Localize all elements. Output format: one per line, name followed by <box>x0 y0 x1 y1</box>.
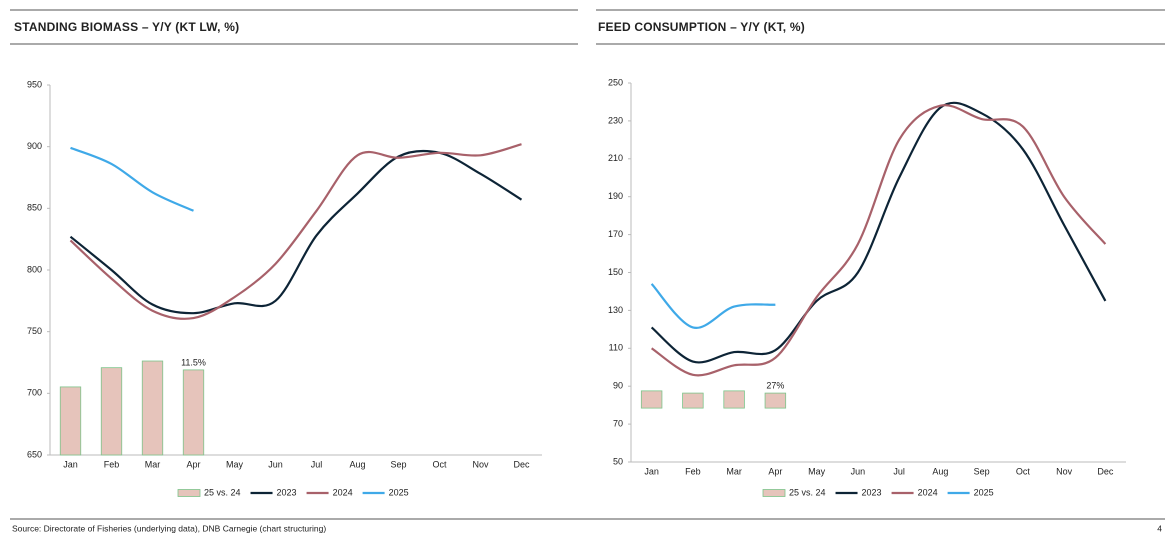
y-tick-label: 750 <box>27 326 42 336</box>
x-tick-label: Feb <box>104 459 120 469</box>
line <box>69 143 522 320</box>
source-note: Source: Directorate of Fisheries (underl… <box>12 523 326 533</box>
x-tick-label: Jul <box>311 459 323 469</box>
bar <box>723 390 745 409</box>
x-tick-label: Jun <box>851 466 866 476</box>
y-tick-label: 130 <box>608 305 623 315</box>
x-tick-label: Oct <box>1016 466 1031 476</box>
bar <box>141 360 164 456</box>
x-tick-label: Feb <box>685 466 701 476</box>
legend-label: 2023 <box>277 487 297 497</box>
x-tick-label: Jun <box>268 459 283 469</box>
x-tick-label: Nov <box>1056 466 1073 476</box>
y-tick-label: 950 <box>27 79 42 89</box>
x-tick-label: May <box>226 459 244 469</box>
x-tick-label: May <box>808 466 826 476</box>
bar <box>100 367 123 456</box>
x-tick-label: Sep <box>390 459 406 469</box>
x-tick-label: Mar <box>145 459 161 469</box>
legend-label: 25 vs. 24 <box>204 487 241 497</box>
y-tick-label: 150 <box>608 267 623 277</box>
x-tick-label: Apr <box>768 466 782 476</box>
x-tick-label: Aug <box>932 466 948 476</box>
chart-title: STANDING BIOMASS – Y/Y (KT LW, %) <box>14 20 239 34</box>
x-tick-label: Oct <box>432 459 447 469</box>
x-tick-label: Apr <box>186 459 200 469</box>
x-tick-label: Nov <box>472 459 489 469</box>
y-tick-label: 230 <box>608 115 623 125</box>
x-tick-label: Jul <box>893 466 905 476</box>
bar <box>682 392 704 409</box>
y-tick-label: 70 <box>613 418 623 428</box>
legend-swatch <box>177 489 201 497</box>
y-tick-label: 110 <box>609 343 623 353</box>
line <box>70 146 194 212</box>
y-tick-label: 190 <box>608 191 623 201</box>
y-tick-label: 250 <box>608 77 623 87</box>
x-tick-label: Mar <box>726 466 742 476</box>
bar <box>182 369 205 456</box>
legend-swatch <box>762 489 786 497</box>
x-tick-label: Aug <box>349 459 365 469</box>
y-tick-label: 850 <box>27 203 42 213</box>
line <box>69 149 523 315</box>
x-tick-label: Dec <box>1097 466 1114 476</box>
legend-label: 2024 <box>918 487 938 497</box>
legend-label: 25 vs. 24 <box>789 487 826 497</box>
legend-label: 2024 <box>333 487 353 497</box>
bar <box>640 390 663 409</box>
y-tick-label: 210 <box>608 153 623 163</box>
chart-title: FEED CONSUMPTION – Y/Y (KT, %) <box>598 20 805 34</box>
line <box>650 283 776 329</box>
x-tick-label: Jan <box>63 459 78 469</box>
x-tick-label: Jan <box>644 466 659 476</box>
y-tick-label: 170 <box>608 229 623 239</box>
data-label: 27% <box>766 380 784 390</box>
line <box>650 101 1107 364</box>
y-tick-label: 50 <box>613 456 623 466</box>
legend-label: 2025 <box>974 487 994 497</box>
x-tick-label: Dec <box>513 459 530 469</box>
legend-label: 2025 <box>389 487 409 497</box>
data-label: 11.5% <box>181 357 206 367</box>
y-tick-label: 900 <box>27 141 42 151</box>
y-tick-label: 650 <box>27 449 42 459</box>
page-number: 4 <box>1157 523 1162 533</box>
y-tick-label: 800 <box>27 264 42 274</box>
y-tick-label: 90 <box>613 381 623 391</box>
legend-label: 2023 <box>862 487 882 497</box>
x-tick-label: Sep <box>974 466 990 476</box>
line <box>651 104 1107 377</box>
bar <box>59 386 82 456</box>
bar <box>764 392 787 409</box>
y-tick-label: 700 <box>27 388 42 398</box>
